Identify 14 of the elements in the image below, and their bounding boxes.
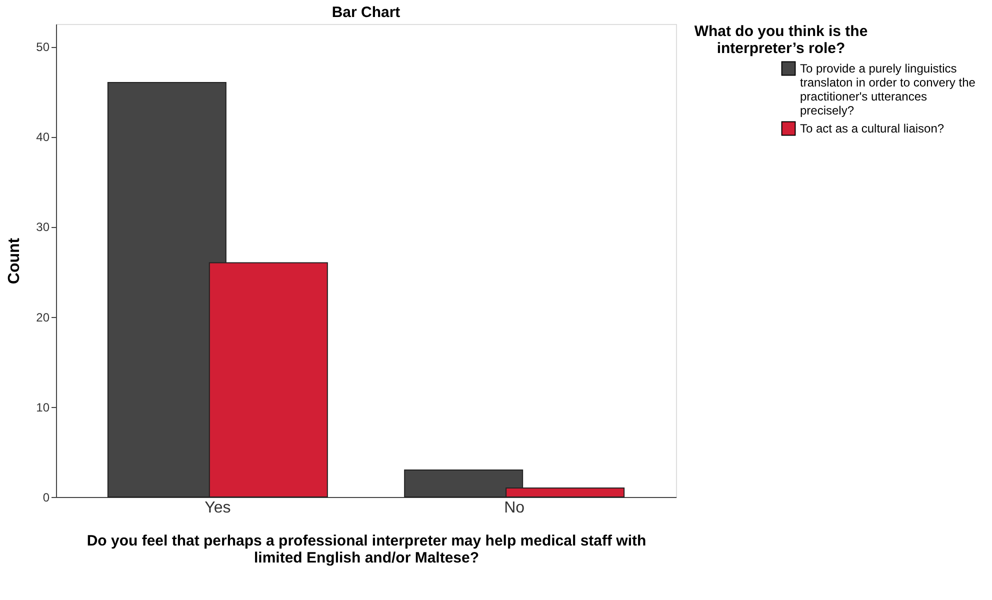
legend-label: To act as a cultural liaison? [800, 122, 944, 136]
y-tick-label: 10 [36, 400, 50, 414]
y-tick-label: 30 [36, 220, 50, 234]
legend-label: To provide a purely linguistics translaton in order to convery the practitioner's utterances precisely? [800, 62, 976, 118]
y-tick-label: 40 [36, 130, 50, 144]
x-axis-title: Do you feel that perhaps a professional interpreter may help medical staff with limited English and/or Maltese? [86, 532, 646, 566]
x-tick-label: No [504, 500, 525, 516]
x-tick-label: Yes [204, 500, 231, 516]
y-tick-label: 20 [36, 310, 50, 324]
y-tick-label: 50 [36, 40, 50, 54]
y-axis-title: Count [6, 237, 24, 284]
y-tick-label: 0 [42, 490, 50, 504]
legend-title: What do you think is the interpreter’s role? [694, 23, 868, 57]
chart-title: Bar Chart [332, 4, 400, 21]
